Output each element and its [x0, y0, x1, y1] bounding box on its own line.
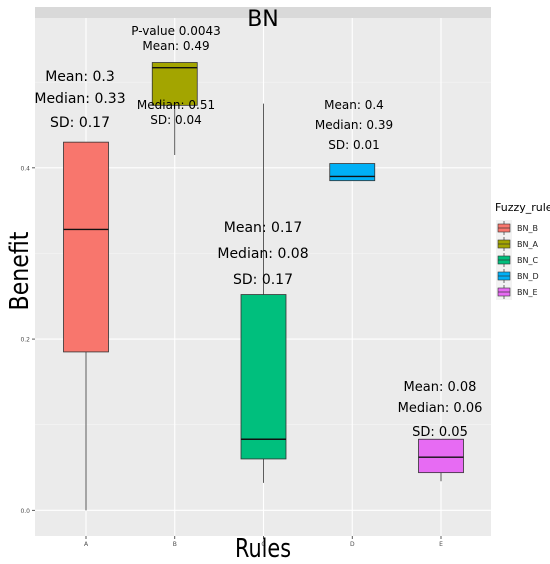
facet-strip: [35, 7, 491, 18]
box-body: [329, 163, 376, 182]
y-tick-label: 0.0: [20, 508, 30, 515]
box-E: [418, 438, 464, 482]
box-D: [329, 163, 376, 182]
annotation-D-0: Mean: 0.4: [324, 98, 384, 112]
legend-item-BN_D: BN_D: [496, 268, 539, 284]
x-tick-label: C: [261, 541, 265, 548]
x-tick-label: D: [350, 541, 355, 548]
annotation-B-3: SD: 0.04: [150, 113, 201, 127]
annotation-C-1: Median: 0.08: [217, 246, 308, 262]
x-tick-label: E: [439, 541, 443, 548]
annotation-E-1: Median: 0.06: [398, 401, 483, 416]
box-body: [418, 438, 464, 474]
annotation-B-1: Mean: 0.49: [142, 39, 209, 53]
legend-label: BN_B: [517, 224, 538, 233]
y-tick-label: 0.2: [20, 337, 30, 344]
y-axis-title: Benefit: [4, 232, 34, 311]
box-body: [151, 62, 198, 106]
legend-label: BN_A: [517, 240, 538, 249]
x-axis-title: Rules: [235, 533, 291, 564]
annotation-C-2: SD: 0.17: [233, 272, 293, 288]
legend-item-BN_A: BN_A: [496, 236, 538, 252]
annotation-B-2: Median: 0.51: [137, 98, 215, 112]
annotation-E-2: SD: 0.05: [412, 425, 468, 440]
annotation-B-0: P-value 0.0043: [131, 24, 221, 38]
legend-item-BN_C: BN_C: [496, 252, 538, 268]
legend-title: Fuzzy_rule: [495, 201, 550, 214]
y-tick-label: 0.4: [20, 165, 30, 172]
annotation-A-2: SD: 0.17: [50, 115, 110, 131]
annotation-C-0: Mean: 0.17: [224, 220, 302, 236]
annotation-A-0: Mean: 0.3: [45, 69, 115, 85]
legend-label: BN_D: [517, 272, 539, 281]
box-body: [240, 294, 287, 460]
box-A: [63, 141, 109, 511]
boxes-layer: [63, 62, 464, 511]
x-tick-label: A: [84, 541, 89, 548]
box-B: [151, 62, 198, 155]
annotation-D-1: Median: 0.39: [315, 118, 393, 132]
x-tick-label: B: [173, 541, 177, 548]
legend-label: BN_E: [517, 288, 538, 297]
annotation-D-2: SD: 0.01: [328, 138, 379, 152]
legend-item-BN_B: BN_B: [496, 220, 538, 236]
legend-item-BN_E: BN_E: [496, 284, 538, 300]
annotations-layer: Mean: 0.3 Median: 0.33 SD: 0.17 P-value 0.0…: [34, 24, 482, 440]
legend: Fuzzy_rule BN_B BN_A BN_C BN_D BN_E: [495, 201, 550, 300]
axis-ticks-layer: 0.0 0.2 0.4 A B C D E: [20, 165, 443, 548]
legend-label: BN_C: [517, 256, 538, 265]
annotation-A-1: Median: 0.33: [34, 91, 125, 107]
box-body: [63, 141, 109, 353]
box-C: [240, 103, 287, 483]
annotation-E-0: Mean: 0.08: [404, 380, 477, 395]
